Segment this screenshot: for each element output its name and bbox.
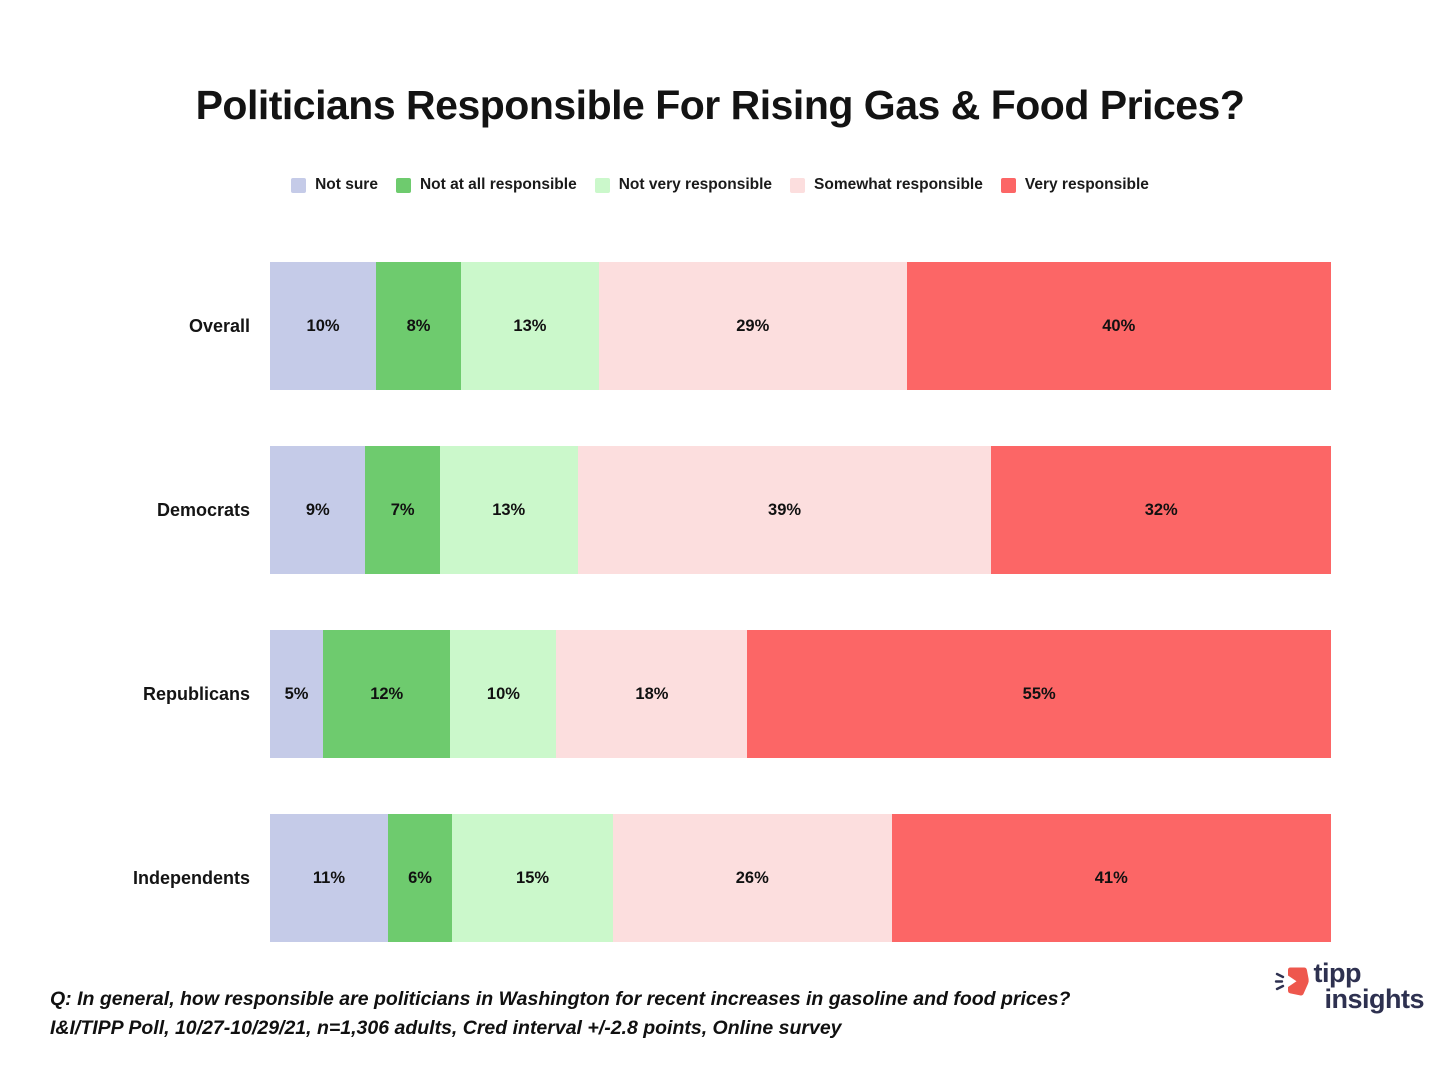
stacked-bar: 5% 12% 10% 18% 55%: [270, 630, 1331, 758]
category-label: Overall: [188, 315, 250, 336]
legend-swatch: [790, 177, 806, 193]
bar-segment-value-label: 11%: [312, 868, 345, 887]
bar-segment: 11%: [270, 814, 388, 942]
bar-segment: 7%: [365, 446, 440, 574]
legend: Not sure Not at all responsible Not very r…: [0, 176, 1440, 194]
bar-segment-value-label: 7%: [390, 500, 415, 519]
bar-segment-value-label: 9%: [305, 500, 330, 519]
legend-label: Not very responsible: [618, 176, 773, 193]
stacked-bar-chart: Overall 10% 8% 13% 29% 40% Democrats 9% 7% 13% 39%…: [0, 262, 1331, 998]
bar-segment-value-label: 40%: [1102, 316, 1136, 335]
legend-item: Not at all responsible: [395, 176, 577, 194]
logo-line2: insights: [1324, 984, 1424, 1014]
bar-segment-value-label: 15%: [516, 868, 550, 887]
legend-label: Somewhat responsible: [814, 176, 983, 193]
bar-segment: 32%: [991, 446, 1331, 574]
bar-segment: 5%: [270, 630, 324, 758]
legend-item: Very responsible: [1000, 176, 1149, 194]
bar-segment: 12%: [323, 630, 451, 758]
bar-segment: 8%: [376, 262, 461, 390]
bar-segment: 40%: [906, 262, 1331, 390]
footer-question: Q: In general, how responsible are polit…: [50, 988, 1071, 1010]
category-label: Republicans: [142, 683, 250, 704]
bar-segment: 13%: [460, 262, 599, 390]
legend-item: Not very responsible: [594, 176, 773, 194]
tippinsights-logo: tipp insights: [1273, 958, 1424, 1014]
tippinsights-logo-text: tipp insights: [1313, 958, 1424, 1014]
bar-segment-value-label: 39%: [768, 500, 802, 519]
bar-segment-value-label: 10%: [486, 684, 520, 703]
bar-segment: 18%: [556, 630, 748, 758]
footer-source: I&I/TIPP Poll, 10/27-10/29/21, n=1,306 a…: [50, 1017, 842, 1039]
tippinsights-logo-icon: [1275, 967, 1310, 996]
bar-segment-value-label: 55%: [1022, 684, 1056, 703]
bar-segment-value-label: 13%: [513, 316, 547, 335]
legend-label: Not at all responsible: [419, 176, 577, 193]
bar-segment: 29%: [598, 262, 907, 390]
bar-row-overall: Overall 10% 8% 13% 29% 40%: [0, 262, 1331, 390]
bar-segment: 10%: [270, 262, 377, 390]
bar-segment: 10%: [450, 630, 557, 758]
bar-segment: 41%: [891, 814, 1331, 942]
bar-segment-value-label: 32%: [1144, 500, 1178, 519]
bar-segment: 55%: [747, 630, 1331, 758]
legend-item: Not sure: [291, 176, 378, 194]
logo-line1: tipp: [1313, 958, 1361, 988]
bar-segment-value-label: 8%: [406, 316, 431, 335]
legend-item: Somewhat responsible: [790, 176, 983, 194]
stacked-bar: 9% 7% 13% 39% 32%: [270, 446, 1331, 574]
legend-swatch: [291, 177, 307, 193]
legend-swatch: [594, 177, 610, 193]
bar-row-democrats: Democrats 9% 7% 13% 39% 32%: [0, 446, 1331, 574]
bar-segment: 9%: [270, 446, 366, 574]
bar-segment: 15%: [452, 814, 613, 942]
bar-segment-value-label: 10%: [306, 316, 340, 335]
bar-segment-value-label: 26%: [735, 868, 769, 887]
bar-row-republicans: Republicans 5% 12% 10% 18% 55%: [0, 630, 1331, 758]
legend-swatch: [1000, 177, 1016, 193]
bar-segment-value-label: 29%: [736, 316, 770, 335]
category-label: Democrats: [156, 499, 250, 520]
bar-segment: 39%: [577, 446, 992, 574]
category-label: Independents: [132, 867, 250, 888]
legend-label: Very responsible: [1024, 176, 1149, 193]
bar-segment-value-label: 12%: [370, 684, 404, 703]
stacked-bar: 10% 8% 13% 29% 40%: [270, 262, 1331, 390]
bar-segment-value-label: 13%: [492, 500, 526, 519]
legend-label: Not sure: [315, 176, 378, 193]
bar-segment-value-label: 18%: [635, 684, 669, 703]
legend-swatch: [395, 177, 411, 193]
bar-segment-value-label: 5%: [284, 684, 309, 703]
bar-segment-value-label: 6%: [408, 868, 432, 887]
stacked-bar: 11% 6% 15% 26% 41%: [270, 814, 1331, 942]
bar-segment: 26%: [612, 814, 892, 942]
chart-title: Politicians Responsible For Rising Gas &…: [195, 82, 1245, 128]
bar-row-independents: Independents 11% 6% 15% 26% 41%: [0, 814, 1331, 942]
footer: Q: In general, how responsible are polit…: [50, 985, 1070, 1043]
bar-segment: 13%: [439, 446, 578, 574]
bar-segment: 6%: [387, 814, 453, 942]
bar-segment-value-label: 41%: [1094, 868, 1128, 887]
